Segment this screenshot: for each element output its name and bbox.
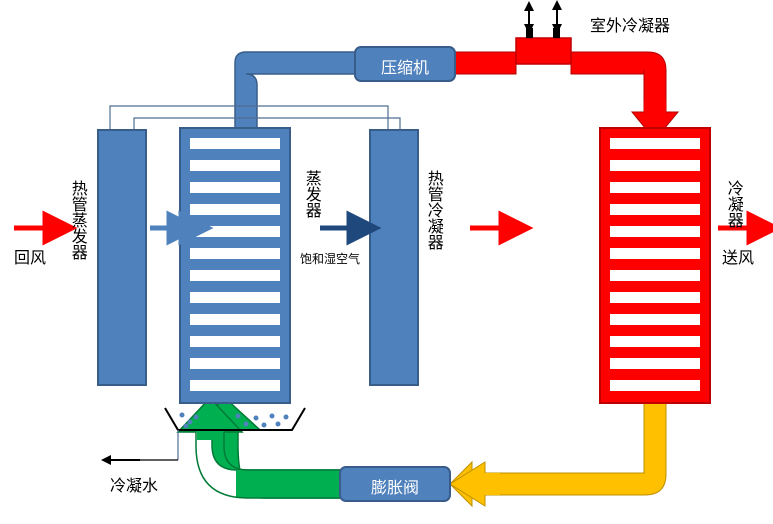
heatpipe-condenser xyxy=(370,130,418,385)
label-outdoor-condenser: 室外冷凝器 xyxy=(590,12,670,36)
condenser xyxy=(600,128,710,403)
pipe-suction xyxy=(235,52,355,128)
label-compressor: 压缩机 xyxy=(355,54,455,78)
pipe-liquid xyxy=(450,403,666,506)
pipe-discharge xyxy=(455,52,678,140)
heatpipe-evaporator xyxy=(98,130,146,385)
evaporator xyxy=(180,128,290,403)
label-heatpipe-evap: 热管蒸发器 xyxy=(68,180,85,260)
label-condensate: 冷凝水 xyxy=(110,472,158,496)
label-heatpipe-cond: 热管冷凝器 xyxy=(424,170,441,250)
label-return-air: 回风 xyxy=(14,244,46,268)
pipe-expansion-out xyxy=(178,398,356,498)
label-saturated-air: 饱和湿空气 xyxy=(300,250,360,267)
outdoor-condenser xyxy=(516,9,571,64)
label-supply-air: 送风 xyxy=(722,244,754,268)
label-expansion: 膨胀阀 xyxy=(340,474,450,498)
label-condenser: 冷凝器 xyxy=(724,180,741,228)
label-evaporator: 蒸发器 xyxy=(302,170,319,218)
